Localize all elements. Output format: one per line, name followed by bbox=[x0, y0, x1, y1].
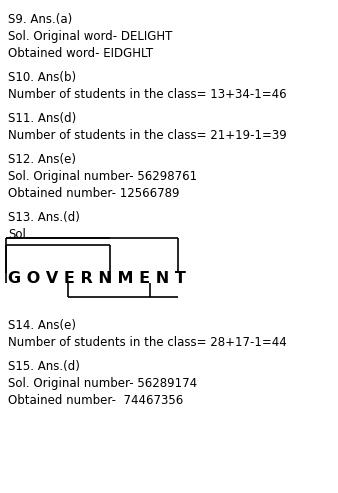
Text: S9. Ans.(a): S9. Ans.(a) bbox=[8, 13, 72, 26]
Text: Number of students in the class= 13+34-1=46: Number of students in the class= 13+34-1… bbox=[8, 88, 287, 101]
Text: S10. Ans(b): S10. Ans(b) bbox=[8, 71, 76, 84]
Text: Sol.: Sol. bbox=[8, 228, 30, 241]
Text: S13. Ans.(d): S13. Ans.(d) bbox=[8, 211, 80, 224]
Text: Number of students in the class= 21+19-1=39: Number of students in the class= 21+19-1… bbox=[8, 129, 287, 142]
Text: G O V E R N M E N T: G O V E R N M E N T bbox=[8, 271, 186, 286]
Text: S14. Ans(e): S14. Ans(e) bbox=[8, 319, 76, 332]
Text: Obtained word- EIDGHLT: Obtained word- EIDGHLT bbox=[8, 47, 153, 60]
Text: Obtained number- 12566789: Obtained number- 12566789 bbox=[8, 187, 179, 200]
Text: Sol. Original word- DELIGHT: Sol. Original word- DELIGHT bbox=[8, 30, 172, 43]
Text: S11. Ans(d): S11. Ans(d) bbox=[8, 112, 76, 125]
Text: Obtained number-  74467356: Obtained number- 74467356 bbox=[8, 394, 183, 407]
Text: Sol. Original number- 56298761: Sol. Original number- 56298761 bbox=[8, 170, 197, 183]
Text: Sol. Original number- 56289174: Sol. Original number- 56289174 bbox=[8, 377, 197, 390]
Text: Number of students in the class= 28+17-1=44: Number of students in the class= 28+17-1… bbox=[8, 336, 287, 349]
Text: S15. Ans.(d): S15. Ans.(d) bbox=[8, 360, 80, 373]
Text: S12. Ans(e): S12. Ans(e) bbox=[8, 153, 76, 166]
